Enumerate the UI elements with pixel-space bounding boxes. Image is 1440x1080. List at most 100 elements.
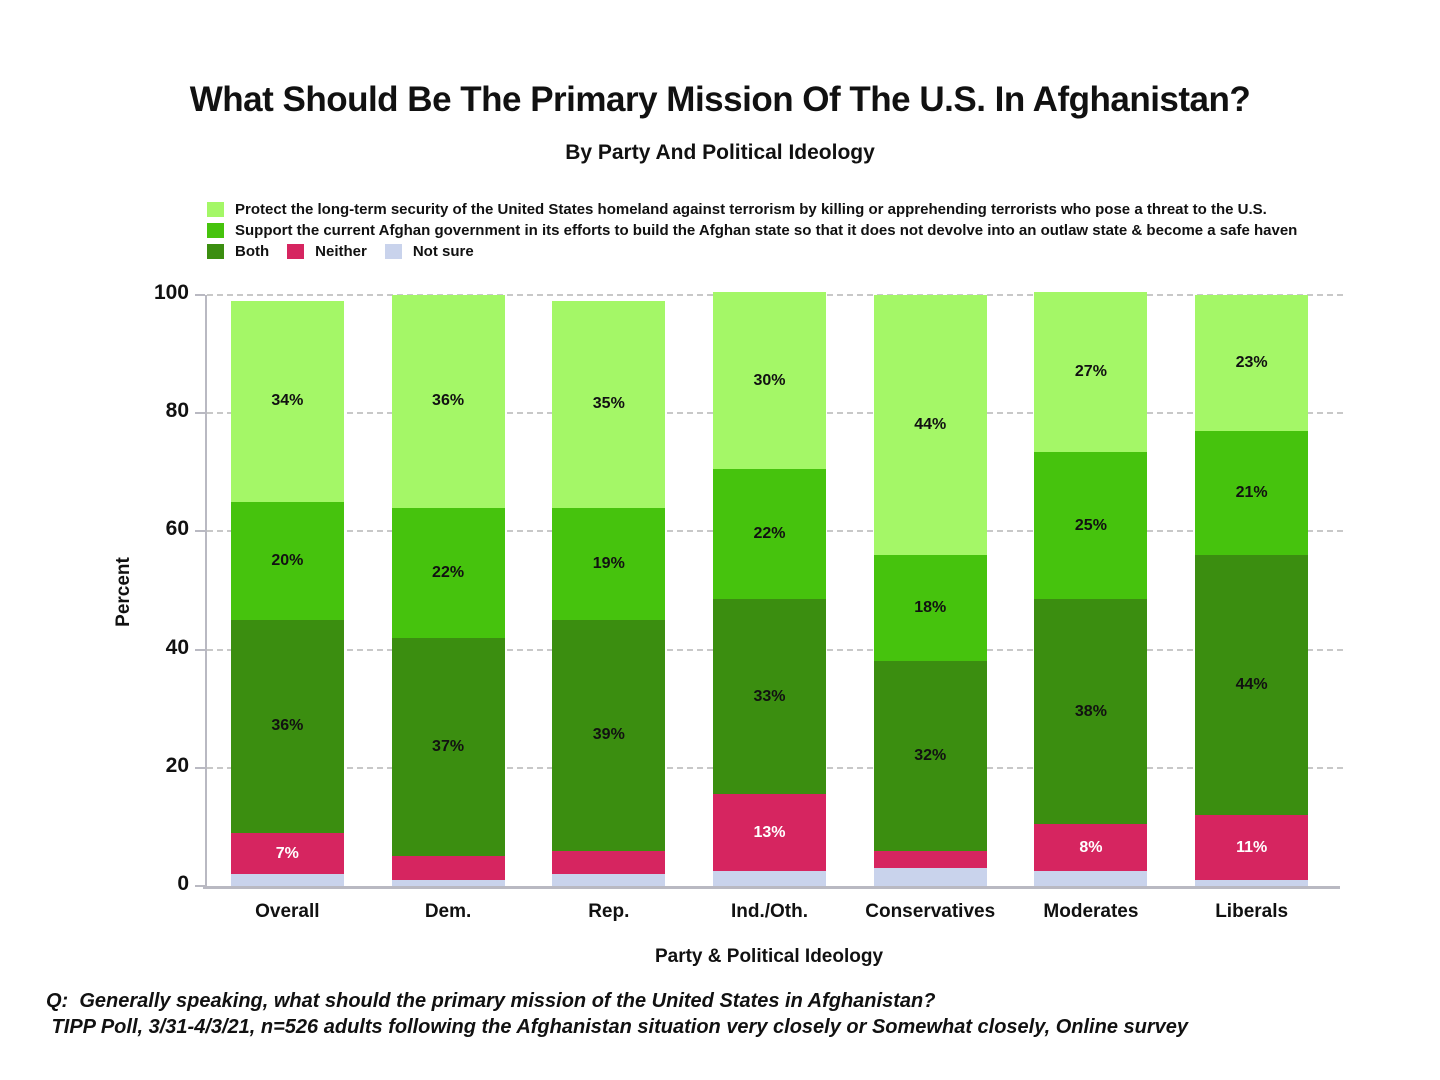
x-axis-line: [203, 886, 1340, 889]
chart-title: What Should Be The Primary Mission Of Th…: [189, 80, 1251, 119]
x-tick-label-moderates: Moderates: [1043, 901, 1139, 922]
segment-label-both-liberals: 44%: [1235, 676, 1268, 694]
legend-label-both: Both: [235, 243, 270, 260]
segment-both-dem: 37%: [391, 637, 505, 857]
segment-not-sure-ind-oth: [713, 871, 826, 886]
legend-item-both: Both: [207, 243, 269, 260]
segment-both-ind-oth: 33%: [713, 599, 826, 795]
segment-both-conservatives: 32%: [873, 661, 987, 851]
segment-label-support-liberals: 21%: [1235, 484, 1268, 501]
y-tick-80: [195, 412, 205, 415]
x-tick-label-overall: Overall: [255, 901, 320, 922]
segment-not-sure-rep: [552, 874, 666, 886]
footer-question: Q: Generally speaking, what should the p…: [46, 990, 936, 1012]
segment-support-overall: 20%: [230, 501, 344, 621]
bar-conservatives: 44% 18% 32%: [873, 295, 987, 886]
legend-item-not-sure: Not sure: [384, 243, 474, 260]
footer-source: TIPP Poll, 3/31-4/3/21, n=526 adults fol…: [46, 1016, 1189, 1038]
segment-label-protect-rep: 35%: [592, 395, 625, 413]
segment-label-both-dem: 37%: [432, 738, 465, 756]
segment-neither-ind-oth: 13%: [713, 794, 826, 872]
y-axis-line: [205, 295, 207, 889]
segment-protect-liberals: 23%: [1195, 295, 1309, 431]
segment-support-conservatives: 18%: [873, 555, 987, 662]
segment-neither-liberals: 11%: [1195, 815, 1309, 881]
segment-not-sure-conservatives: [873, 868, 987, 886]
bar-liberals: 23% 21% 44% 11%: [1195, 295, 1309, 886]
segment-neither-conservatives: [873, 850, 987, 869]
legend-label-not-sure: Not sure: [412, 243, 474, 260]
legend-swatch-protect: [207, 202, 224, 217]
x-tick-label-dem: Dem.: [424, 901, 472, 922]
chart-subtitle: By Party And Political Ideology: [565, 141, 875, 164]
segment-label-neither-moderates: 8%: [1079, 838, 1103, 856]
segment-label-protect-liberals: 23%: [1235, 353, 1268, 371]
segment-support-dem: 22%: [391, 507, 505, 638]
y-tick-label-80: 80: [165, 399, 189, 423]
segment-not-sure-moderates: [1034, 871, 1148, 886]
x-tick-label-conservatives: Conservatives: [865, 901, 996, 922]
segment-label-support-ind-oth: 22%: [753, 525, 786, 543]
segment-neither-moderates: 8%: [1034, 823, 1148, 872]
x-tick-label-rep: Rep.: [588, 901, 630, 922]
segment-label-support-conservatives: 18%: [914, 599, 947, 617]
segment-both-liberals: 44%: [1195, 555, 1309, 816]
segment-label-protect-moderates: 27%: [1074, 362, 1107, 380]
y-tick-100: [195, 294, 205, 296]
segment-label-protect-overall: 34%: [271, 392, 304, 410]
segment-label-neither-liberals: 11%: [1236, 838, 1268, 856]
legend-label-support: Support the current Afghan government in…: [235, 222, 1298, 239]
segment-label-protect-dem: 36%: [432, 392, 465, 410]
y-tick-60: [195, 530, 205, 533]
segment-label-both-overall: 36%: [271, 717, 304, 735]
legend-label-protect: Protect the long-term security of the Un…: [235, 201, 1267, 218]
legend-swatch-neither: [287, 244, 305, 259]
segment-protect-dem: 36%: [391, 295, 505, 508]
segment-support-ind-oth: 22%: [713, 469, 826, 600]
segment-label-neither-ind-oth: 13%: [753, 823, 786, 841]
bar-dem: 36% 22% 37%: [391, 295, 505, 886]
legend-row-short-items: Both Neither Not sure: [207, 241, 1297, 262]
segment-label-support-moderates: 25%: [1074, 516, 1107, 534]
bar-ind-oth: 30% 22% 33% 13%: [713, 292, 826, 886]
plot-area: 0 20 40 60 80 100 34% 20% 36% 7% Overall 36% 22% 37% D…: [154, 281, 1344, 922]
segment-label-both-moderates: 38%: [1074, 702, 1107, 720]
y-tick-label-20: 20: [165, 753, 189, 777]
segment-protect-overall: 34%: [230, 300, 344, 502]
segment-label-both-ind-oth: 33%: [753, 687, 786, 705]
y-tick-label-100: 100: [153, 281, 189, 304]
y-tick-40: [195, 648, 205, 651]
segment-support-moderates: 25%: [1034, 451, 1148, 600]
segment-protect-rep: 35%: [552, 300, 666, 508]
x-axis-title: Party & Political Ideology: [654, 946, 884, 967]
segment-label-support-rep: 19%: [592, 554, 625, 572]
segment-label-support-dem: 22%: [432, 563, 465, 581]
segment-neither-overall: 7%: [230, 832, 344, 875]
segment-not-sure-dem: [391, 880, 505, 886]
legend-item-neither: Neither: [287, 243, 367, 260]
bar-moderates: 27% 25% 38% 8%: [1034, 292, 1148, 886]
segment-protect-moderates: 27%: [1034, 292, 1148, 452]
y-tick-label-60: 60: [165, 517, 189, 541]
legend-label-neither: Neither: [315, 243, 367, 260]
segment-label-protect-conservatives: 44%: [914, 416, 947, 434]
segment-both-rep: 39%: [552, 620, 666, 851]
segment-label-support-overall: 20%: [271, 551, 304, 569]
y-tick-label-0: 0: [177, 872, 189, 895]
segment-label-both-rep: 39%: [592, 726, 625, 744]
segment-support-rep: 19%: [552, 507, 666, 621]
x-tick-label-liberals: Liberals: [1215, 901, 1289, 922]
legend-swatch-both: [207, 244, 224, 259]
legend-swatch-not-sure: [384, 244, 402, 259]
segment-both-moderates: 38%: [1034, 599, 1148, 824]
segment-support-liberals: 21%: [1195, 430, 1309, 556]
segment-label-neither-overall: 7%: [275, 844, 299, 862]
y-tick-0: [195, 885, 205, 887]
segment-not-sure-liberals: [1195, 880, 1309, 886]
segment-both-overall: 36%: [230, 620, 344, 833]
bar-rep: 35% 19% 39%: [552, 300, 666, 886]
segment-neither-dem: [391, 856, 505, 881]
segment-label-protect-ind-oth: 30%: [753, 371, 786, 389]
legend-item-support: Support the current Afghan government in…: [207, 220, 1297, 241]
